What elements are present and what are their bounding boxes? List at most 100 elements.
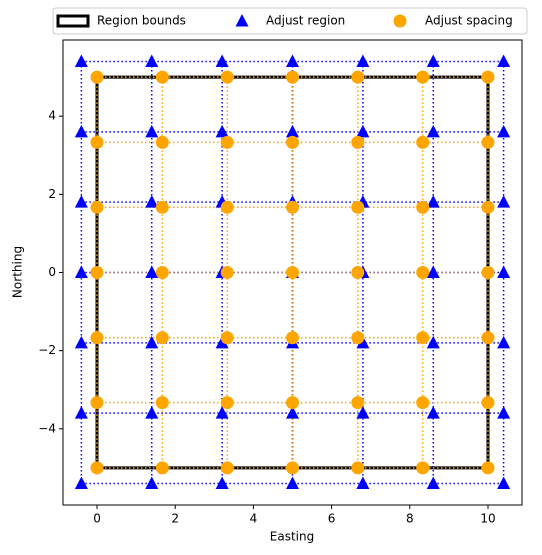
- circle-marker: [155, 70, 169, 84]
- x-axis-label: Easting: [270, 530, 314, 544]
- circle-marker: [220, 331, 234, 345]
- triangle-marker: [356, 124, 370, 138]
- circle-marker: [351, 135, 365, 149]
- circle-marker: [155, 200, 169, 214]
- circle-marker: [220, 200, 234, 214]
- triangle-marker: [426, 124, 440, 138]
- circle-marker: [220, 461, 234, 475]
- circle-marker: [351, 200, 365, 214]
- triangle-marker: [145, 476, 159, 490]
- triangle-marker: [74, 195, 88, 208]
- triangle-marker: [356, 54, 370, 67]
- circle-marker: [220, 70, 234, 84]
- triangle-marker: [497, 476, 511, 490]
- triangle-marker: [74, 476, 88, 490]
- legend-label: Region bounds: [97, 14, 186, 28]
- triangle-marker: [145, 265, 159, 278]
- triangle-marker: [145, 335, 159, 349]
- circle-marker: [90, 461, 104, 475]
- circle-marker: [416, 135, 430, 149]
- x-tick-label: 4: [250, 512, 258, 526]
- triangle-marker: [497, 335, 511, 349]
- circle-marker: [220, 396, 234, 410]
- triangle-marker: [426, 335, 440, 349]
- circle-marker: [481, 396, 495, 410]
- circle-marker: [90, 135, 104, 149]
- circle-marker: [416, 70, 430, 84]
- x-tick-label: 2: [171, 512, 179, 526]
- triangle-marker: [145, 124, 159, 138]
- triangle-marker: [215, 406, 229, 419]
- triangle-marker: [145, 195, 159, 208]
- legend-label: Adjust spacing: [425, 14, 513, 28]
- triangle-marker: [497, 54, 511, 67]
- triangle-marker: [215, 335, 229, 349]
- triangle-marker: [426, 54, 440, 67]
- triangle-marker: [286, 406, 299, 419]
- x-tick-label: 8: [406, 512, 414, 526]
- triangle-marker: [426, 265, 440, 278]
- x-tick-label: 6: [328, 512, 336, 526]
- triangle-marker: [215, 124, 229, 138]
- circle-marker: [155, 396, 169, 410]
- circle-marker: [286, 70, 299, 84]
- triangle-marker: [74, 124, 88, 138]
- plot-area: [74, 54, 511, 490]
- y-axis-label: Northing: [11, 246, 25, 298]
- circle-marker: [286, 461, 299, 475]
- triangle-marker: [426, 406, 440, 419]
- triangle-marker: [74, 265, 88, 278]
- circle-marker: [416, 200, 430, 214]
- legend-label: Adjust region: [266, 14, 345, 28]
- circle-marker: [481, 461, 495, 475]
- circle-marker: [481, 200, 495, 214]
- triangle-marker: [497, 265, 511, 278]
- circle-marker: [481, 135, 495, 149]
- circle-marker: [481, 266, 495, 279]
- triangle-marker: [286, 476, 299, 490]
- circle-marker: [351, 70, 365, 84]
- triangle-marker: [74, 335, 88, 349]
- circle-marker: [481, 331, 495, 345]
- triangle-marker: [497, 406, 511, 419]
- y-tick-label: 2: [48, 187, 56, 201]
- legend-swatch: [56, 14, 90, 28]
- triangle-marker: [286, 124, 299, 138]
- circle-marker: [90, 331, 104, 345]
- circle-marker: [220, 266, 234, 279]
- circle-marker: [220, 135, 234, 149]
- triangle-marker: [145, 406, 159, 419]
- circle-marker: [393, 14, 407, 28]
- circle-marker: [351, 396, 365, 410]
- y-tick-label: 0: [48, 265, 56, 279]
- circle-marker: [90, 70, 104, 84]
- circle-marker: [155, 135, 169, 149]
- triangle-marker: [356, 335, 370, 349]
- circle-marker: [416, 396, 430, 410]
- triangle-marker: [145, 54, 159, 67]
- circle-marker: [286, 396, 299, 410]
- x-tick-label: 10: [480, 512, 495, 526]
- circle-marker: [90, 266, 104, 279]
- circle-marker: [351, 461, 365, 475]
- circle-marker: [155, 331, 169, 345]
- circle-marker: [351, 331, 365, 345]
- y-tick-label: −4: [38, 421, 56, 435]
- x-tick-label: 0: [93, 512, 101, 526]
- triangle-marker: [286, 54, 299, 67]
- circle-marker: [416, 331, 430, 345]
- circle-marker: [90, 396, 104, 410]
- triangle-marker: [74, 54, 88, 67]
- triangle-marker: [74, 406, 88, 419]
- plot-frame: [62, 39, 523, 506]
- y-tick-label: −2: [38, 343, 56, 357]
- y-tick-label: 4: [48, 109, 56, 123]
- circle-marker: [286, 266, 299, 279]
- triangle-marker: [426, 195, 440, 208]
- triangle-marker: [215, 54, 229, 67]
- triangle-marker: [235, 14, 249, 27]
- circle-marker: [416, 266, 430, 279]
- circle-marker: [286, 200, 299, 214]
- triangle-marker: [356, 476, 370, 490]
